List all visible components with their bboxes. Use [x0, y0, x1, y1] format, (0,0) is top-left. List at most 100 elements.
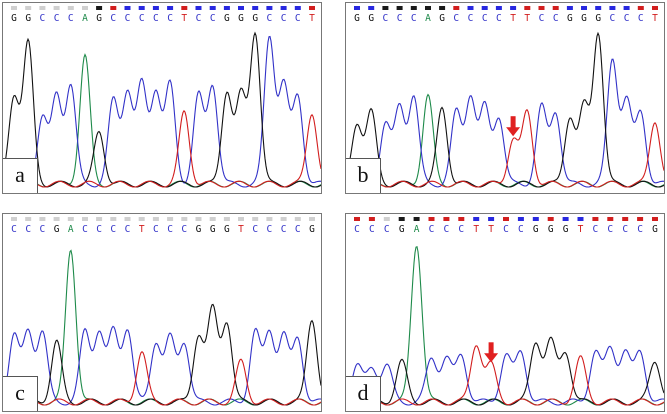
base-call: C [40, 224, 46, 235]
quality-bar [495, 6, 502, 10]
base-call: G [224, 13, 230, 24]
quality-bar [96, 217, 103, 221]
base-call: C [354, 224, 360, 235]
panel-label-a: a [3, 158, 38, 193]
base-call: G [581, 13, 587, 24]
base-call: C [518, 224, 524, 235]
base-call: C [153, 224, 159, 235]
base-call: G [439, 13, 445, 24]
quality-bar [547, 217, 554, 221]
base-call: G [210, 224, 216, 235]
quality-bar [354, 6, 360, 10]
base-call: C [429, 224, 435, 235]
base-call: T [510, 13, 516, 24]
trace-G [346, 336, 664, 406]
quality-bar [413, 217, 420, 221]
quality-bar [382, 6, 389, 10]
quality-bar [181, 6, 188, 10]
base-call: C [167, 224, 173, 235]
quality-bar [67, 6, 74, 10]
base-call: C [210, 13, 216, 24]
quality-bar [637, 217, 644, 221]
quality-bar [467, 6, 474, 10]
quality-bar [622, 217, 629, 221]
quality-bar [11, 217, 17, 221]
base-call: A [425, 13, 431, 24]
base-call: G [533, 224, 539, 235]
base-call: C [383, 13, 389, 24]
base-call: A [82, 13, 88, 24]
base-call: C [267, 13, 273, 24]
base-call: C [411, 13, 417, 24]
base-call: T [473, 224, 479, 235]
base-call: G [563, 224, 569, 235]
trace-G [3, 31, 321, 188]
base-call: T [181, 13, 187, 24]
quality-bar [609, 6, 616, 10]
quality-bar [280, 6, 287, 10]
base-call: T [578, 224, 584, 235]
quality-bar [252, 217, 259, 221]
quality-bar [124, 6, 131, 10]
base-call: C [54, 13, 60, 24]
mutation-arrow-icon [506, 116, 521, 137]
base-call: G [354, 13, 360, 24]
quality-bar [138, 6, 145, 10]
quality-bar [532, 217, 539, 221]
base-call: C [607, 224, 613, 235]
quality-bar [152, 6, 159, 10]
base-call: G [652, 224, 658, 235]
base-call: T [652, 13, 658, 24]
quality-bar [209, 6, 216, 10]
panel-label-d: d [346, 376, 381, 411]
base-call: C [593, 224, 599, 235]
base-call: G [567, 13, 573, 24]
trace-T [3, 350, 321, 406]
base-call: G [548, 224, 554, 235]
mutation-arrow-icon [484, 342, 499, 363]
quality-bar [354, 217, 360, 221]
base-call: G [96, 13, 102, 24]
quality-bar [510, 6, 517, 10]
base-call: C [503, 224, 509, 235]
base-call: C [610, 13, 616, 24]
quality-bar [517, 217, 524, 221]
base-call: C [11, 224, 17, 235]
base-call: C [25, 224, 31, 235]
trace-T [346, 108, 664, 188]
quality-bar [223, 6, 230, 10]
base-call: C [110, 13, 116, 24]
quality-bar [398, 217, 405, 221]
quality-bar [425, 6, 431, 10]
trace-A [3, 53, 321, 188]
quality-bar [110, 217, 117, 221]
base-call: C [281, 13, 287, 24]
quality-bar [623, 6, 630, 10]
quality-bar [280, 217, 287, 221]
quality-bar [592, 217, 599, 221]
quality-bar [294, 6, 301, 10]
quality-bar [96, 6, 103, 10]
base-call: G [309, 224, 315, 235]
base-call: C [153, 13, 159, 24]
quality-bar [458, 217, 465, 221]
quality-bar [652, 217, 658, 221]
quality-bar [637, 6, 644, 10]
quality-bar [266, 217, 273, 221]
base-call: C [622, 224, 628, 235]
trace-T [3, 109, 321, 188]
quality-bar [25, 6, 32, 10]
trace-C [3, 35, 321, 188]
base-call: G [224, 224, 230, 235]
base-call: G [399, 224, 405, 235]
quality-bar [566, 6, 573, 10]
quality-bar [266, 6, 273, 10]
base-call: C [125, 13, 131, 24]
base-call: C [167, 13, 173, 24]
